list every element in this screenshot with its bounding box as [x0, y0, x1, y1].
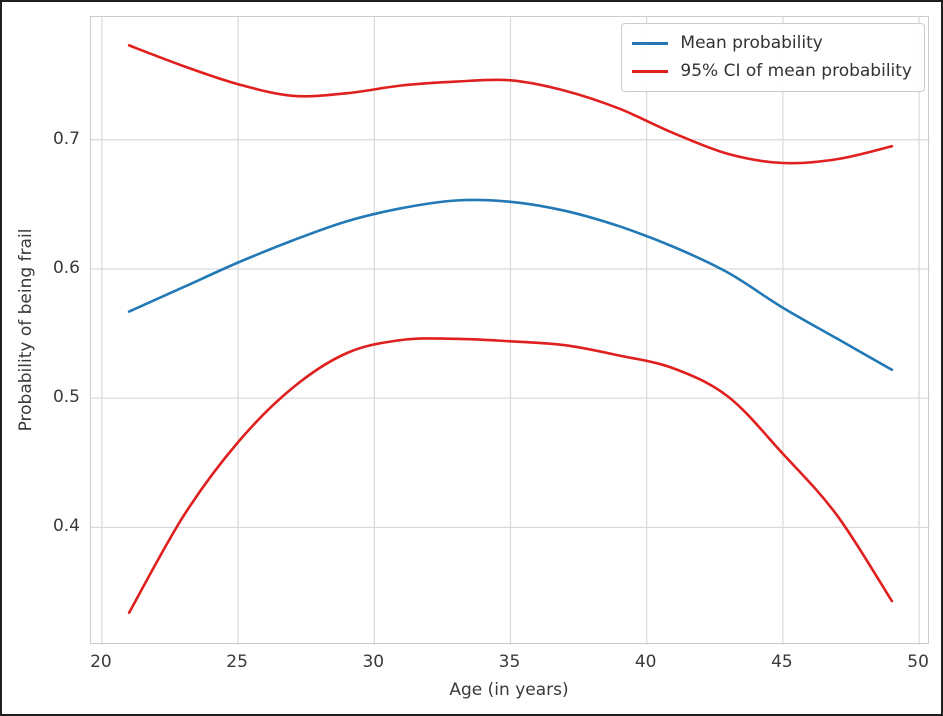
legend-entry-mean: Mean probability	[632, 33, 912, 53]
plot-area: Mean probability 95% CI of mean probabili…	[90, 16, 930, 645]
ci-upper-line	[127, 44, 894, 165]
mean-legend-label: Mean probability	[680, 33, 823, 53]
x-tick-label: 40	[634, 652, 657, 672]
x-tick-label: 50	[907, 652, 929, 672]
x-tick-label: 35	[498, 652, 521, 672]
mean-line	[127, 198, 894, 372]
x-tick-label: 20	[90, 652, 112, 672]
x-axis-label: Age (in years)	[449, 680, 569, 700]
chart-canvas	[91, 17, 930, 645]
mean-legend-swatch	[632, 41, 669, 45]
x-tick-label: 25	[226, 652, 248, 672]
y-tick-label: 0.7	[52, 128, 80, 149]
ci-upper-legend-swatch	[632, 70, 669, 74]
y-tick-label: 0.5	[52, 387, 80, 408]
y-tick-label: 0.6	[52, 257, 80, 278]
y-tick-label: 0.4	[52, 516, 80, 537]
x-tick-label: 30	[362, 652, 385, 672]
ci-upper-legend-label: 95% CI of mean probability	[680, 61, 912, 82]
y-axis-label: Probability of being frail	[16, 228, 36, 432]
x-tick-label: 45	[771, 652, 793, 672]
ci-lower-line	[127, 337, 894, 614]
legend-entry-ci-upper: 95% CI of mean probability	[632, 61, 912, 81]
legend: Mean probability 95% CI of mean probabili…	[621, 23, 925, 92]
